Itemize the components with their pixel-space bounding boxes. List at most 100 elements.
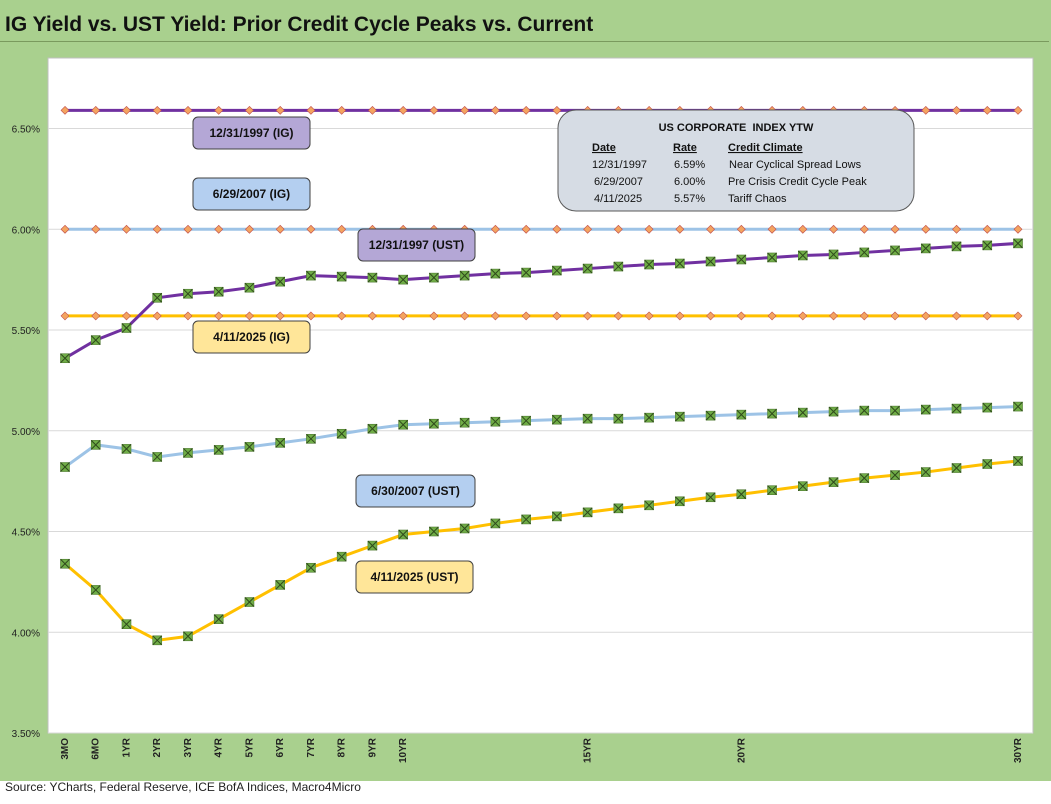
data-point	[152, 224, 162, 234]
ytw-row-rate: 6.59%	[674, 159, 705, 171]
data-point	[60, 105, 70, 115]
data-point	[213, 286, 224, 297]
data-point-cross	[767, 408, 777, 419]
data-point-cross	[213, 445, 224, 455]
data-point	[367, 311, 377, 321]
series-badge: 6/29/2007 (IG)	[192, 177, 311, 211]
data-point	[859, 311, 869, 321]
data-point-cross	[644, 500, 654, 511]
data-point	[306, 433, 316, 444]
data-point-cross	[705, 256, 716, 267]
series-badge: 6/30/2007 (UST)	[355, 474, 476, 508]
data-point	[951, 241, 962, 252]
data-point	[829, 224, 838, 234]
data-point	[675, 311, 685, 321]
data-point-cross	[828, 406, 839, 417]
data-point	[91, 224, 101, 234]
data-point	[336, 551, 347, 562]
data-point	[490, 224, 500, 234]
data-point-cross	[705, 410, 716, 421]
data-point	[767, 408, 777, 419]
data-point-cross	[367, 423, 378, 434]
data-point-cross	[213, 286, 224, 297]
data-point	[890, 405, 900, 416]
data-point-cross	[121, 444, 132, 454]
badge-box	[355, 560, 474, 594]
data-point-cross	[674, 258, 685, 269]
data-point-cross	[398, 529, 409, 540]
data-point	[798, 311, 808, 321]
data-point-cross	[552, 414, 562, 425]
data-point-cross	[60, 353, 70, 364]
data-point	[736, 489, 747, 500]
data-point	[674, 496, 685, 507]
data-point	[459, 270, 470, 281]
data-point	[797, 481, 808, 492]
series-line	[64, 459, 1019, 642]
series-badge: 12/31/1997 (UST)	[357, 228, 476, 262]
data-point-cross	[521, 514, 531, 525]
data-point	[521, 311, 531, 321]
data-point	[490, 105, 500, 115]
data-point-cross	[797, 250, 808, 261]
data-point	[122, 311, 131, 321]
data-point	[275, 276, 286, 287]
data-point	[306, 562, 316, 573]
data-point-cross	[306, 270, 316, 281]
data-point-cross	[459, 270, 470, 281]
y-tick-label: 3.50%	[12, 729, 40, 740]
data-point-cross	[552, 511, 562, 522]
data-point-cross	[674, 496, 685, 507]
data-point	[952, 105, 961, 115]
data-point	[674, 411, 685, 422]
chart-title: IG Yield vs. UST Yield: Prior Credit Cyc…	[5, 13, 594, 36]
data-point	[644, 311, 654, 321]
data-point-cross	[613, 261, 624, 272]
data-point	[920, 404, 931, 415]
data-point	[583, 311, 593, 321]
data-point-cross	[828, 477, 839, 487]
data-point	[90, 585, 101, 595]
data-point	[122, 105, 131, 115]
data-point	[552, 265, 562, 276]
data-point	[121, 619, 132, 630]
data-point	[828, 249, 839, 260]
data-point-cross	[859, 405, 870, 416]
data-point	[183, 448, 193, 458]
x-tick-label: 2YR	[152, 737, 163, 757]
data-point	[398, 105, 408, 115]
data-point	[183, 631, 193, 642]
data-point-cross	[183, 448, 193, 458]
data-point	[275, 437, 286, 448]
ytw-row-climate: Tariff Chaos	[728, 193, 787, 205]
data-point-cross	[1013, 456, 1023, 466]
data-point-cross	[920, 467, 931, 477]
data-point	[306, 105, 316, 115]
data-point-cross	[982, 402, 993, 413]
data-point	[1013, 401, 1023, 412]
data-point-cross	[920, 404, 931, 415]
badge-label: 4/11/2025 (IG)	[213, 330, 290, 344]
data-point	[951, 403, 962, 414]
data-point	[337, 224, 347, 234]
data-point	[398, 419, 409, 430]
data-point-cross	[736, 489, 747, 500]
data-point	[644, 500, 654, 511]
data-point	[952, 311, 961, 321]
data-point-cross	[890, 405, 900, 416]
data-point-cross	[336, 428, 347, 439]
data-point	[183, 288, 193, 299]
data-point-cross	[982, 459, 993, 469]
badge-label: 12/31/1997 (UST)	[369, 238, 464, 252]
data-point	[152, 311, 162, 321]
ytw-box-title: US CORPORATE INDEX YTW	[659, 122, 814, 134]
data-point-cross	[459, 523, 470, 534]
data-point-cross	[1013, 238, 1023, 249]
data-point	[890, 224, 900, 234]
data-point-cross	[275, 276, 286, 287]
data-point	[90, 335, 101, 345]
data-point-cross	[152, 635, 163, 646]
data-point-cross	[582, 413, 593, 424]
x-tick-label: 10YR	[398, 737, 409, 763]
data-point	[214, 224, 224, 234]
